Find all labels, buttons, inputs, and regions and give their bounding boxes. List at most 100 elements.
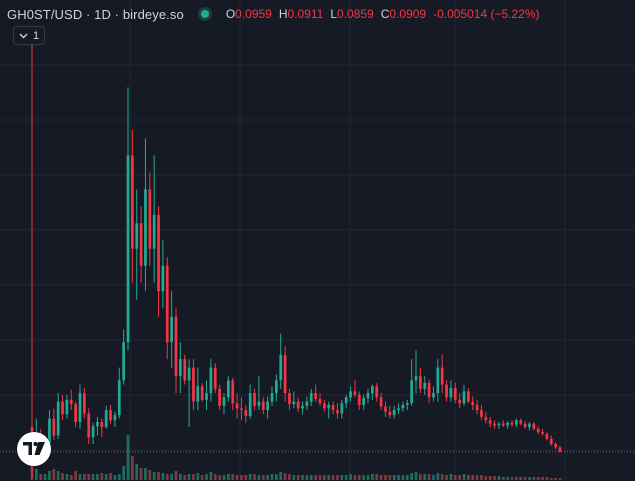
candle-body — [87, 413, 91, 438]
volume-bar — [558, 478, 562, 480]
candle-body — [532, 423, 536, 429]
volume-bar — [423, 474, 427, 480]
volume-bar — [340, 475, 344, 480]
candle-body — [515, 420, 518, 425]
candle-body — [227, 380, 230, 398]
volume-bar — [213, 474, 217, 480]
volume-bar — [157, 472, 160, 480]
candle-body — [401, 404, 405, 409]
volume-bar — [52, 469, 56, 480]
volume-bar — [414, 472, 418, 480]
volume-bar — [497, 476, 501, 480]
candle-body — [61, 401, 64, 415]
volume-bar — [480, 475, 483, 480]
candle-body — [488, 420, 492, 424]
volume-bar — [161, 473, 165, 480]
indicators-toggle-button[interactable]: 1 — [13, 26, 45, 45]
candle-body — [222, 397, 226, 406]
volume-bar — [122, 466, 125, 480]
tradingview-logo-icon[interactable] — [17, 432, 51, 466]
candle-body — [209, 367, 213, 394]
candle-body — [83, 393, 86, 414]
candle-body — [56, 401, 60, 436]
candle-body — [501, 423, 505, 426]
volume-bar — [257, 475, 261, 480]
candle-body — [161, 265, 165, 292]
candle-body — [371, 386, 374, 394]
candle-body — [340, 403, 344, 414]
volume-bar — [43, 474, 47, 480]
candle-body — [266, 401, 269, 411]
volume-bar — [135, 464, 139, 480]
volume-bar — [541, 477, 544, 480]
volume-bar — [152, 472, 156, 480]
candle-body — [493, 423, 496, 426]
candle-body — [440, 367, 444, 385]
candle-body — [423, 382, 427, 389]
candle-body — [471, 401, 475, 405]
volume-bar — [109, 473, 112, 480]
volume-bar — [314, 475, 317, 480]
candle-body — [449, 388, 453, 398]
volume-bar — [309, 475, 313, 480]
candle-body — [187, 367, 191, 381]
candle-body — [292, 401, 296, 405]
volume-bar — [484, 476, 488, 480]
volume-bar — [501, 477, 505, 480]
volume-bar — [39, 474, 43, 480]
legend: GH0ST/USD · 1D · birdeye.so O0.0959 H0.0… — [7, 5, 540, 23]
candle-body — [279, 354, 283, 381]
volume-bar — [275, 474, 278, 480]
volume-bar — [91, 474, 95, 480]
candle-body — [327, 404, 331, 409]
candle-body — [410, 380, 413, 404]
candle-body — [69, 399, 73, 405]
candle-body — [91, 426, 95, 438]
volume-bar — [139, 468, 143, 480]
candle-body — [362, 398, 365, 405]
candle-body — [52, 418, 56, 436]
volume-bar — [266, 475, 269, 480]
candle-body — [205, 393, 208, 400]
volume-bar — [419, 474, 422, 480]
volume-bar — [100, 473, 104, 480]
candle-body — [122, 342, 125, 381]
volume-bar — [510, 477, 514, 480]
ohlc-high: H0.0911 — [278, 7, 324, 21]
volume-bar — [240, 475, 243, 480]
candle-body — [135, 223, 139, 249]
volume-bar — [515, 477, 518, 480]
candle-body — [117, 380, 121, 416]
candle-body — [218, 388, 221, 406]
candle-body — [257, 401, 261, 406]
candle-body — [467, 391, 470, 402]
candle-body — [296, 401, 300, 409]
volume-bar — [371, 474, 374, 480]
candle-body — [414, 376, 418, 381]
volume-bar — [427, 474, 431, 480]
candle-body — [275, 380, 278, 394]
candle-body — [235, 403, 239, 409]
volume-bar — [261, 475, 265, 480]
candle-body — [100, 421, 104, 428]
candle-body — [248, 393, 252, 417]
candle-body — [165, 265, 169, 343]
volume-bar — [270, 474, 274, 480]
candle-body — [253, 393, 256, 406]
volume-bar — [375, 474, 379, 480]
volume-bar — [104, 474, 108, 480]
volume-bar — [488, 476, 492, 480]
candle-body — [475, 404, 479, 411]
volume-bar — [301, 475, 304, 480]
volume-bar — [436, 473, 440, 480]
volume-bar — [253, 474, 256, 480]
volume-bar — [113, 475, 117, 480]
volume-bar — [78, 474, 82, 480]
candle-body — [104, 410, 108, 428]
volume-bar — [545, 477, 549, 480]
symbol-title[interactable]: GH0ST/USD · 1D · birdeye.so — [7, 6, 184, 22]
indicator-count: 1 — [32, 29, 40, 42]
volume-bar — [283, 473, 287, 480]
